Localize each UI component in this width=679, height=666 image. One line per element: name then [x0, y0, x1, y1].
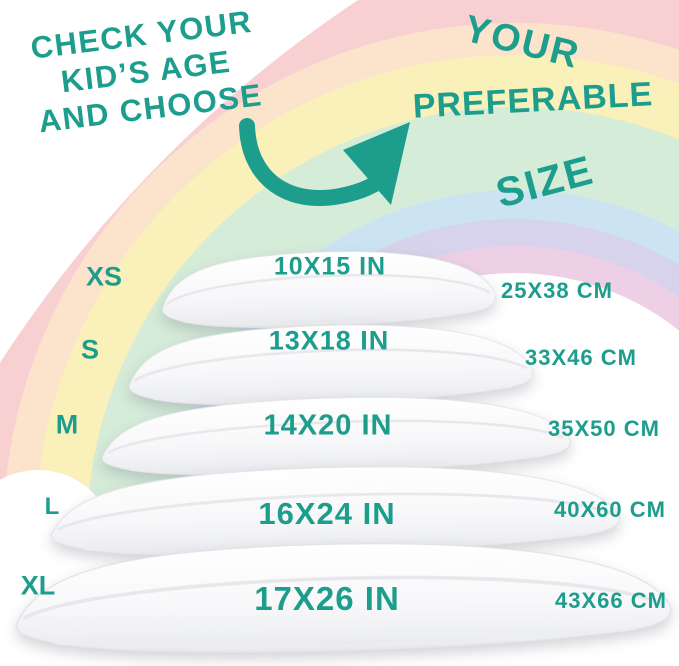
pillow-xl-inches-label: 17X26 IN [254, 580, 400, 617]
size-xl-cm-label: 43X66 CM [555, 588, 667, 613]
size-letter-s: S [80, 334, 100, 365]
size-s-cm-label: 33X46 CM [525, 345, 637, 370]
size-letter-xl: XL [20, 570, 56, 601]
size-xs-cm-label: 25X38 CM [501, 278, 613, 303]
pillow-l-inches-label: 16X24 IN [258, 496, 396, 531]
pillow-xs-inches-label: 10X15 IN [273, 252, 387, 281]
pillow-s-inches-label: 13X18 IN [268, 325, 390, 356]
size-letter-l: L [44, 493, 60, 520]
size-letter-m: M [55, 409, 79, 440]
size-l-cm-label: 40X60 CM [554, 497, 666, 522]
pillow-m-inches-label: 14X20 IN [263, 409, 393, 442]
size-letter-xs: XS [85, 261, 123, 292]
size-m-cm-label: 35X50 CM [548, 416, 660, 441]
